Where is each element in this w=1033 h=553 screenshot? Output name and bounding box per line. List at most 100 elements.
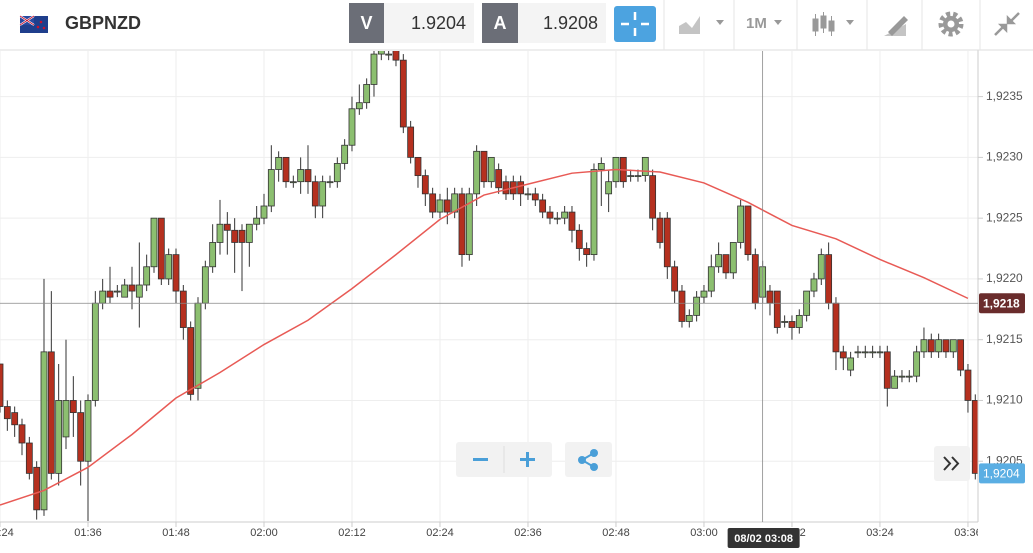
zoom-controls [456,442,552,477]
candle-body [157,217,165,280]
candle-body [869,351,877,354]
candle-body [949,339,957,353]
dropdown-arrow [774,20,782,25]
candle-body [517,181,525,195]
candle-body [11,412,19,426]
candle-body [165,254,173,280]
candle-body [627,175,635,178]
sell-label: V [360,13,372,33]
candle-body [33,466,41,511]
candle-body [150,217,158,268]
candle-type-button[interactable] [812,12,854,36]
candle-body [121,284,129,298]
timeframe[interactable]: 1M [746,15,767,32]
candle-body [898,375,906,378]
candle-body [304,169,312,183]
x-tick-label: 03:36 [954,527,982,539]
x-tick-label: 02:24 [426,527,454,539]
sell-button[interactable] [349,3,384,43]
candle-body [40,351,48,511]
candle-body [473,150,481,195]
candle-body [0,363,4,407]
candle-body [194,302,202,389]
candle-body [678,290,686,322]
candle-body [216,223,224,243]
candle-body [487,156,495,183]
candle-body [891,375,899,389]
candle-body [311,181,319,207]
candle-body [861,351,869,354]
candle-body [707,266,715,292]
candle-body [751,254,759,304]
draw-button[interactable] [884,16,908,36]
candle-body [231,229,239,243]
candle-body [825,254,833,304]
candle-body [597,163,605,170]
candle-body [700,290,708,298]
candle-body [319,181,327,207]
candle-body [363,84,371,104]
candle-body [245,223,253,243]
x-tick-label: 03:00 [690,527,718,539]
candle-body [25,442,33,474]
candle-body [634,175,642,178]
sell-price-box[interactable] [384,3,474,43]
candle-body [920,339,928,353]
candle-body [971,400,978,474]
candle-body [715,254,723,268]
candle-body [590,169,598,256]
candle-body [77,412,85,462]
candle-body [553,217,561,220]
candle-body [392,51,400,61]
flag [19,15,48,33]
candle-body [693,296,701,316]
candle-body [744,205,752,256]
candle-body [663,217,671,268]
candle-body [267,169,275,207]
share-button[interactable] [565,442,612,477]
candle-body [172,254,180,292]
candle-body [436,199,444,213]
candle-body [91,302,99,401]
candle-body [524,193,532,196]
candle-body [773,290,781,328]
x-tick-label: 01:36 [74,527,102,539]
candle-body [810,278,818,292]
candle-body [465,193,473,256]
candle-body [964,369,972,401]
scroll-right-button[interactable] [934,446,970,481]
crosshair-time-label: 08/02 03:08 [734,533,793,545]
candle-body [223,223,231,231]
last-price-box [979,463,1025,484]
candle-body [531,193,539,201]
candle-body [737,205,745,243]
candle-body [421,175,429,195]
candle-body [238,229,246,243]
candle-body [84,400,92,462]
candle-body [106,290,114,298]
candle-body [546,211,554,219]
y-tick-label: 1,9220 [986,271,1023,285]
candle-body [47,351,55,474]
candle-body [649,175,657,219]
y-tick-label: 1,9235 [986,89,1023,103]
candle-body [729,242,737,274]
collapse-button[interactable] [994,12,1020,36]
sell-price: 1.9204 [411,13,466,33]
zoom-in[interactable] [520,452,535,467]
y-tick-label: 1,9230 [986,150,1023,164]
candle-body [128,284,136,292]
candle-body [480,150,488,183]
candle-body [839,351,847,359]
candle-body [795,314,803,328]
crosshair-button[interactable] [614,6,656,42]
crosshair-time-box [727,528,800,548]
symbol: GBPNZD [65,13,141,33]
candle-body [685,314,693,322]
settings-button[interactable] [938,11,964,37]
candle-body [847,357,855,371]
buy-button[interactable] [482,3,518,43]
buy-price-box[interactable] [518,3,606,43]
chart-type-button[interactable] [679,16,724,34]
